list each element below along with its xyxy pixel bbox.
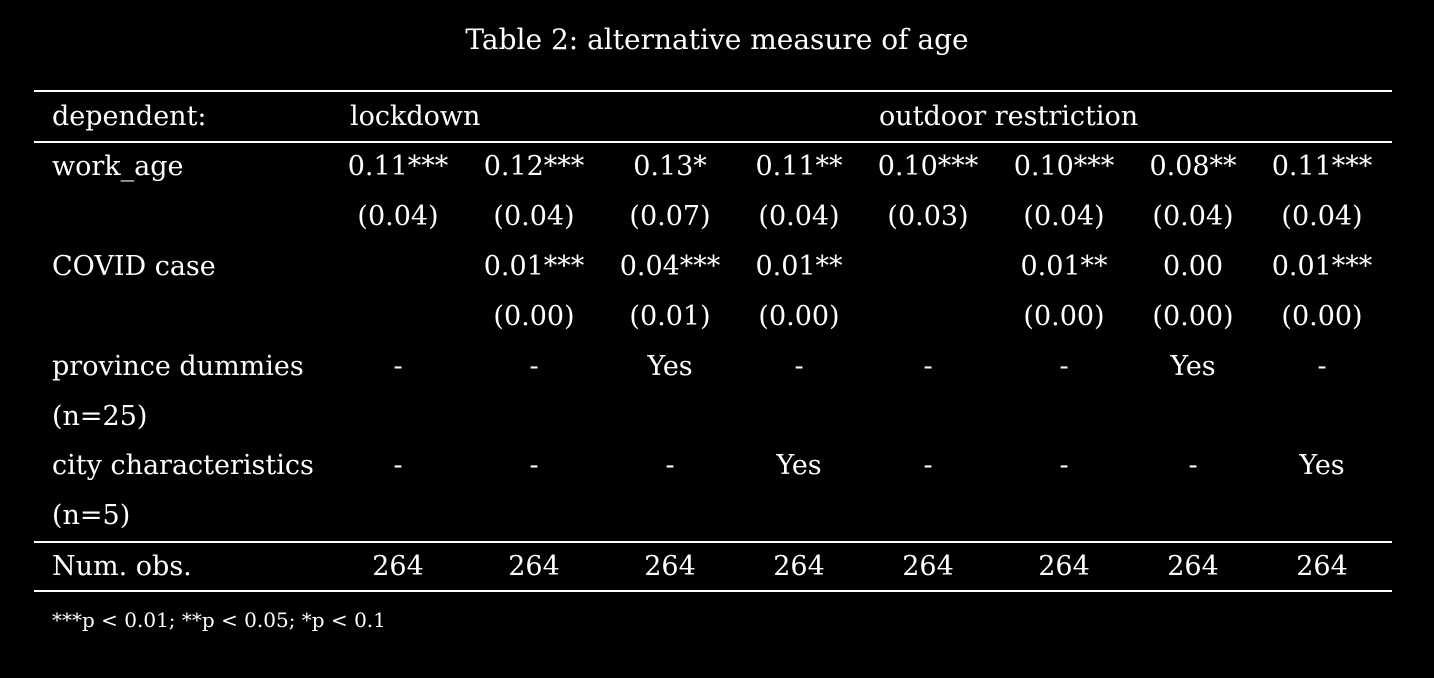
cell-num-obs-2: 264 bbox=[508, 551, 560, 582]
mid-rule bbox=[34, 541, 1392, 543]
cell-province-3: Yes bbox=[647, 351, 693, 382]
cell-num-obs-7: 264 bbox=[1167, 551, 1219, 582]
cell-work-age-coef-4: 0.11** bbox=[755, 151, 843, 182]
cell-covid-coef-7: 0.00 bbox=[1162, 251, 1224, 282]
bottom-rule bbox=[34, 590, 1392, 592]
cell-work-age-se-2: (0.04) bbox=[493, 201, 575, 232]
cell-work-age-se-8: (0.04) bbox=[1281, 201, 1363, 232]
cell-covid-coef-6: 0.01** bbox=[1020, 251, 1108, 282]
cell-num-obs-6: 264 bbox=[1038, 551, 1090, 582]
cell-covid-coef-8: 0.01*** bbox=[1271, 251, 1373, 282]
cell-city-3: - bbox=[665, 450, 675, 481]
cell-work-age-coef-1: 0.11*** bbox=[347, 151, 449, 182]
cell-city-7: - bbox=[1188, 450, 1198, 481]
cell-covid-se-7: (0.00) bbox=[1152, 301, 1234, 332]
cell-num-obs-5: 264 bbox=[902, 551, 954, 582]
cell-work-age-se-1: (0.04) bbox=[357, 201, 439, 232]
top-rule bbox=[34, 90, 1392, 92]
cell-covid-se-8: (0.00) bbox=[1281, 301, 1363, 332]
cell-work-age-se-6: (0.04) bbox=[1023, 201, 1105, 232]
cell-province-4: - bbox=[794, 351, 804, 382]
cell-covid-coef-2: 0.01*** bbox=[483, 251, 585, 282]
cell-province-7: Yes bbox=[1170, 351, 1216, 382]
header-rule bbox=[34, 141, 1392, 143]
header-group-outdoor-restriction: outdoor restriction bbox=[879, 101, 1139, 132]
row-label-province-dummies: province dummies bbox=[52, 351, 304, 382]
cell-work-age-coef-8: 0.11*** bbox=[1271, 151, 1373, 182]
cell-work-age-coef-7: 0.08** bbox=[1149, 151, 1237, 182]
cell-province-6: - bbox=[1059, 351, 1069, 382]
cell-city-6: - bbox=[1059, 450, 1069, 481]
row-label-covid-case: COVID case bbox=[52, 251, 216, 282]
cell-city-8: Yes bbox=[1299, 450, 1345, 481]
row-label-province-n: (n=25) bbox=[52, 401, 148, 432]
cell-city-2: - bbox=[529, 450, 539, 481]
cell-covid-se-2: (0.00) bbox=[493, 301, 575, 332]
significance-footnote: ***p < 0.01; **p < 0.05; *p < 0.1 bbox=[52, 608, 386, 632]
cell-covid-coef-4: 0.01** bbox=[755, 251, 843, 282]
cell-city-5: - bbox=[923, 450, 933, 481]
cell-work-age-se-7: (0.04) bbox=[1152, 201, 1234, 232]
cell-work-age-se-5: (0.03) bbox=[887, 201, 969, 232]
cell-num-obs-4: 264 bbox=[773, 551, 825, 582]
cell-num-obs-1: 264 bbox=[372, 551, 424, 582]
cell-work-age-se-3: (0.07) bbox=[629, 201, 711, 232]
cell-work-age-coef-3: 0.13* bbox=[633, 151, 707, 182]
cell-city-4: Yes bbox=[776, 450, 822, 481]
cell-num-obs-8: 264 bbox=[1296, 551, 1348, 582]
cell-covid-se-4: (0.00) bbox=[758, 301, 840, 332]
cell-covid-se-3: (0.01) bbox=[629, 301, 711, 332]
cell-province-1: - bbox=[393, 351, 403, 382]
cell-covid-coef-3: 0.04*** bbox=[619, 251, 721, 282]
row-label-city-characteristics: city characteristics bbox=[52, 450, 314, 481]
cell-province-5: - bbox=[923, 351, 933, 382]
cell-work-age-coef-5: 0.10*** bbox=[877, 151, 979, 182]
row-label-city-n: (n=5) bbox=[52, 500, 131, 531]
row-label-num-obs: Num. obs. bbox=[52, 551, 192, 582]
row-label-work-age: work_age bbox=[52, 151, 184, 182]
cell-work-age-coef-6: 0.10*** bbox=[1013, 151, 1115, 182]
cell-province-8: - bbox=[1317, 351, 1327, 382]
cell-province-2: - bbox=[529, 351, 539, 382]
header-group-lockdown: lockdown bbox=[350, 101, 481, 132]
cell-num-obs-3: 264 bbox=[644, 551, 696, 582]
header-dependent-label: dependent: bbox=[52, 101, 207, 132]
cell-work-age-coef-2: 0.12*** bbox=[483, 151, 585, 182]
cell-city-1: - bbox=[393, 450, 403, 481]
cell-work-age-se-4: (0.04) bbox=[758, 201, 840, 232]
table-caption: Table 2: alternative measure of age bbox=[465, 23, 969, 56]
cell-covid-se-6: (0.00) bbox=[1023, 301, 1105, 332]
